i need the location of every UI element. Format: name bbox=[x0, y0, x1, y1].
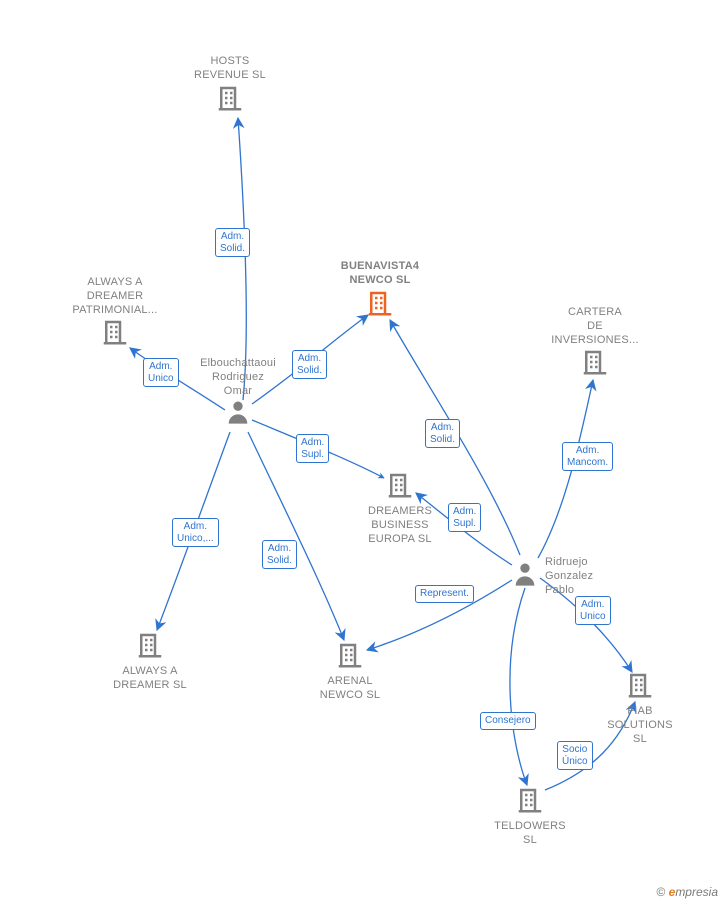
building-icon bbox=[100, 317, 130, 347]
node-dreamers_b[interactable]: DREAMERS BUSINESS EUROPA SL bbox=[340, 470, 460, 546]
diagram-canvas: HOSTS REVENUE SL ALWAYS A DREAMER PATRIM… bbox=[0, 0, 728, 905]
edge-pablo-teldowers bbox=[510, 588, 527, 785]
node-label: FIAB SOLUTIONS SL bbox=[580, 705, 700, 746]
node-label: ALWAYS A DREAMER PATRIMONIAL... bbox=[55, 276, 175, 317]
edge-label-omar-hosts[interactable]: Adm. Solid. bbox=[215, 228, 250, 257]
node-always_pat[interactable]: ALWAYS A DREAMER PATRIMONIAL... bbox=[55, 276, 175, 352]
building-icon bbox=[625, 670, 655, 700]
node-cartera[interactable]: CARTERA DE INVERSIONES... bbox=[535, 306, 655, 382]
edge-label-pablo-buena[interactable]: Adm. Solid. bbox=[425, 419, 460, 448]
edge-label-omar-always_pat[interactable]: Adm. Unico bbox=[143, 358, 179, 387]
building-icon bbox=[215, 83, 245, 113]
node-label: Elbouchattaoui Rodriguez Omar bbox=[178, 357, 298, 398]
edge-label-omar-buena[interactable]: Adm. Solid. bbox=[292, 350, 327, 379]
building-icon bbox=[135, 630, 165, 660]
edge-label-omar-always_dr[interactable]: Adm. Unico,... bbox=[172, 518, 219, 547]
edges-layer bbox=[0, 0, 728, 905]
building-icon bbox=[515, 785, 545, 815]
node-label: DREAMERS BUSINESS EUROPA SL bbox=[340, 505, 460, 546]
edge-label-pablo-arenal[interactable]: Represent. bbox=[415, 585, 474, 603]
edge-label-pablo-cartera[interactable]: Adm. Mancom. bbox=[562, 442, 613, 471]
node-label: BUENAVISTA4 NEWCO SL bbox=[320, 260, 440, 288]
node-buenavista[interactable]: BUENAVISTA4 NEWCO SL bbox=[320, 260, 440, 323]
node-label: ALWAYS A DREAMER SL bbox=[90, 665, 210, 693]
node-fiab[interactable]: FIAB SOLUTIONS SL bbox=[580, 670, 700, 746]
node-always_dr[interactable]: ALWAYS A DREAMER SL bbox=[90, 630, 210, 693]
building-icon bbox=[580, 347, 610, 377]
edge-label-pablo-dreamers[interactable]: Adm. Supl. bbox=[448, 503, 481, 532]
node-label: ARENAL NEWCO SL bbox=[290, 675, 410, 703]
building-icon bbox=[335, 640, 365, 670]
brand-rest: mpresia bbox=[675, 885, 718, 899]
edge-omar-arenal bbox=[248, 432, 344, 640]
node-pablo[interactable]: Ridruejo Gonzalez Pablo bbox=[511, 556, 593, 597]
building-icon bbox=[385, 470, 415, 500]
node-omar[interactable]: Elbouchattaoui Rodriguez Omar bbox=[178, 357, 298, 431]
edge-label-omar-dreamers[interactable]: Adm. Supl. bbox=[296, 434, 329, 463]
node-arenal[interactable]: ARENAL NEWCO SL bbox=[290, 640, 410, 703]
person-icon bbox=[224, 398, 252, 426]
node-label: CARTERA DE INVERSIONES... bbox=[535, 306, 655, 347]
edge-label-pablo-fiab[interactable]: Adm. Unico bbox=[575, 596, 611, 625]
node-label: Ridruejo Gonzalez Pablo bbox=[545, 556, 593, 597]
person-icon bbox=[511, 560, 539, 588]
building-icon bbox=[365, 288, 395, 318]
node-hosts[interactable]: HOSTS REVENUE SL bbox=[170, 55, 290, 118]
node-teldowers[interactable]: TELDOWERS SL bbox=[470, 785, 590, 848]
edge-label-pablo-teldowers[interactable]: Consejero bbox=[480, 712, 536, 730]
node-label: HOSTS REVENUE SL bbox=[170, 55, 290, 83]
copyright-symbol: © bbox=[656, 885, 665, 899]
edge-label-teldowers-fiab[interactable]: Socio Único bbox=[557, 741, 593, 770]
copyright: © empresia bbox=[656, 885, 718, 899]
node-label: TELDOWERS SL bbox=[470, 820, 590, 848]
edge-label-omar-arenal[interactable]: Adm. Solid. bbox=[262, 540, 297, 569]
